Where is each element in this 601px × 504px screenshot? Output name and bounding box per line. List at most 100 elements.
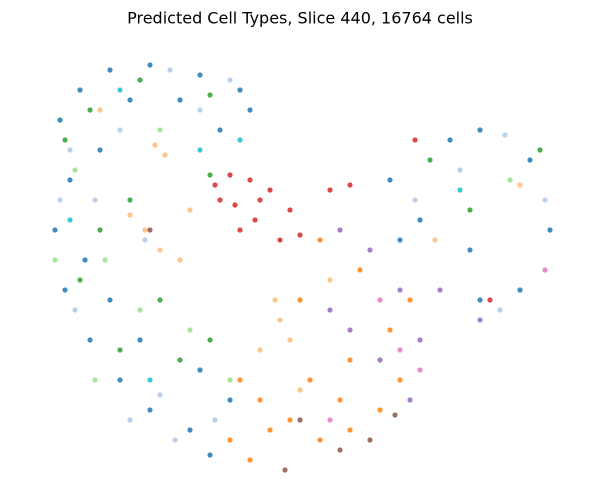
cell-point xyxy=(157,392,163,398)
cell-point xyxy=(172,437,178,443)
cell-point xyxy=(437,287,443,293)
cell-point xyxy=(127,212,133,218)
cell-point xyxy=(52,227,58,233)
cell-point xyxy=(147,407,153,413)
cell-point xyxy=(57,197,63,203)
cell-point xyxy=(217,197,223,203)
cell-point xyxy=(327,187,333,193)
cell-point xyxy=(307,377,313,383)
cell-point xyxy=(57,117,63,123)
cell-point xyxy=(102,257,108,263)
cell-point xyxy=(397,287,403,293)
cell-point xyxy=(447,137,453,143)
cell-point xyxy=(77,277,83,283)
cell-point xyxy=(227,172,233,178)
cell-point xyxy=(287,417,293,423)
cell-point xyxy=(217,127,223,133)
cell-point xyxy=(327,307,333,313)
cell-point xyxy=(72,307,78,313)
cell-point xyxy=(157,297,163,303)
cell-point xyxy=(62,137,68,143)
cell-point xyxy=(337,227,343,233)
cell-point xyxy=(487,297,493,303)
cell-point xyxy=(317,437,323,443)
cell-point xyxy=(177,357,183,363)
chart-title: Predicted Cell Types, Slice 440, 16764 c… xyxy=(127,9,473,28)
cell-point xyxy=(147,227,153,233)
cell-point xyxy=(72,167,78,173)
cell-point xyxy=(167,67,173,73)
cell-point xyxy=(377,297,383,303)
cell-point xyxy=(347,182,353,188)
cell-point xyxy=(392,412,398,418)
cell-point xyxy=(502,132,508,138)
cell-point xyxy=(397,377,403,383)
cell-point xyxy=(467,247,473,253)
cell-point xyxy=(147,377,153,383)
cell-point xyxy=(212,182,218,188)
cell-point xyxy=(547,227,553,233)
cell-point xyxy=(347,427,353,433)
cell-point xyxy=(227,77,233,83)
cell-point xyxy=(117,377,123,383)
cell-point xyxy=(247,177,253,183)
cell-point xyxy=(367,437,373,443)
cell-point xyxy=(357,267,363,273)
cell-point xyxy=(197,107,203,113)
cell-point xyxy=(197,367,203,373)
cell-point xyxy=(257,397,263,403)
cell-point xyxy=(277,317,283,323)
cell-point xyxy=(92,377,98,383)
cell-point xyxy=(517,287,523,293)
cell-point xyxy=(232,202,238,208)
cell-point xyxy=(367,247,373,253)
cell-point xyxy=(62,287,68,293)
cell-point xyxy=(327,417,333,423)
cell-point xyxy=(297,297,303,303)
cell-point xyxy=(92,197,98,203)
cell-point xyxy=(142,237,148,243)
cell-point xyxy=(257,347,263,353)
cell-point xyxy=(87,337,93,343)
cell-point xyxy=(517,182,523,188)
cell-point xyxy=(127,197,133,203)
cell-point xyxy=(137,307,143,313)
cell-point xyxy=(162,152,168,158)
cell-point xyxy=(397,237,403,243)
cell-point xyxy=(497,307,503,313)
cell-point xyxy=(527,157,533,163)
cell-point xyxy=(417,217,423,223)
cell-point xyxy=(87,107,93,113)
cell-point xyxy=(507,177,513,183)
cell-point xyxy=(227,437,233,443)
cell-point xyxy=(297,417,303,423)
cell-point xyxy=(412,197,418,203)
cell-point xyxy=(457,167,463,173)
cell-point xyxy=(397,347,403,353)
cell-point xyxy=(417,337,423,343)
cell-point xyxy=(277,237,283,243)
cell-point xyxy=(272,297,278,303)
cell-point xyxy=(237,377,243,383)
cell-point xyxy=(267,427,273,433)
cell-point xyxy=(542,197,548,203)
cell-point xyxy=(327,277,333,283)
cell-point xyxy=(127,417,133,423)
cell-point xyxy=(432,237,438,243)
cell-point xyxy=(237,137,243,143)
cell-point xyxy=(82,257,88,263)
cell-point xyxy=(282,467,288,473)
cell-point xyxy=(407,297,413,303)
cell-point xyxy=(337,397,343,403)
cell-point xyxy=(212,417,218,423)
cell-point xyxy=(177,257,183,263)
cell-point xyxy=(67,177,73,183)
cell-point xyxy=(197,72,203,78)
cell-point xyxy=(267,187,273,193)
cell-point xyxy=(137,77,143,83)
cell-point xyxy=(417,367,423,373)
cell-point xyxy=(297,387,303,393)
cell-point xyxy=(407,397,413,403)
cell-point xyxy=(237,87,243,93)
cell-point xyxy=(477,317,483,323)
